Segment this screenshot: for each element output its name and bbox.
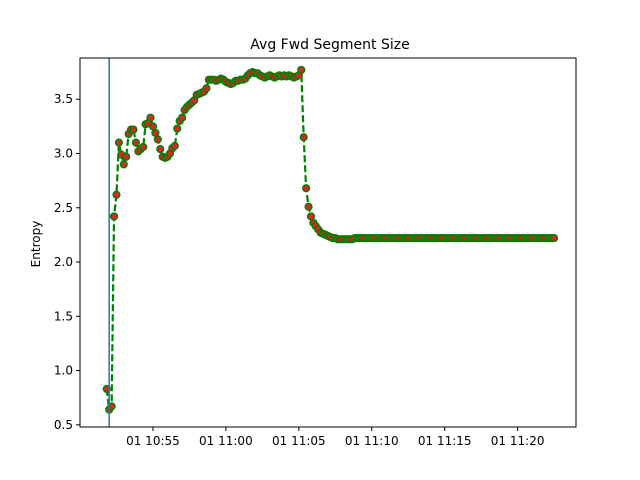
plot-frame — [79, 57, 577, 428]
y-axis-label: Entropy — [29, 221, 43, 268]
x-tick-label: 01 11:05 — [272, 434, 326, 448]
data-point — [550, 234, 559, 243]
y-tick-label: 3.5 — [54, 92, 73, 106]
x-tick-label: 01 11:10 — [345, 434, 399, 448]
y-tick-label: 3.0 — [54, 147, 73, 161]
data-point — [131, 138, 141, 147]
data-point — [304, 202, 313, 211]
chart-title: Avg Fwd Segment Size — [250, 37, 409, 53]
x-tick-label: 01 11:20 — [491, 434, 545, 448]
data-point — [156, 145, 165, 154]
y-tick-label: 0.5 — [54, 418, 73, 432]
y-tick-label: 2.0 — [54, 255, 73, 269]
y-tick-label: 1.5 — [54, 309, 73, 323]
data-point — [306, 212, 316, 221]
data-point — [299, 133, 308, 142]
plot-area: 0.5 1.0 1.5 2.0 2.5 3.0 3.5 01 10:55 01 11:00 01 … — [54, 57, 577, 448]
data-point — [148, 122, 158, 131]
x-tick-label: 01 10:55 — [126, 434, 180, 448]
data-point — [129, 125, 138, 134]
data-point — [297, 65, 306, 75]
x-tick-label: 01 11:15 — [418, 434, 472, 448]
data-point — [119, 160, 128, 169]
data-point — [146, 113, 155, 122]
x-tick-label: 01 11:00 — [199, 434, 253, 448]
data-point — [202, 84, 211, 93]
data-point — [170, 141, 179, 151]
data-point — [151, 128, 160, 137]
y-tick-label: 2.5 — [54, 201, 73, 215]
data-point — [122, 152, 131, 161]
y-tick-label: 1.0 — [54, 364, 73, 378]
data-point — [112, 190, 121, 199]
data-point — [153, 135, 162, 144]
data-point — [178, 113, 187, 122]
data-point — [173, 124, 182, 133]
data-point — [109, 212, 119, 221]
data-point — [114, 138, 124, 147]
data-point — [302, 184, 311, 193]
data-point — [139, 142, 148, 152]
